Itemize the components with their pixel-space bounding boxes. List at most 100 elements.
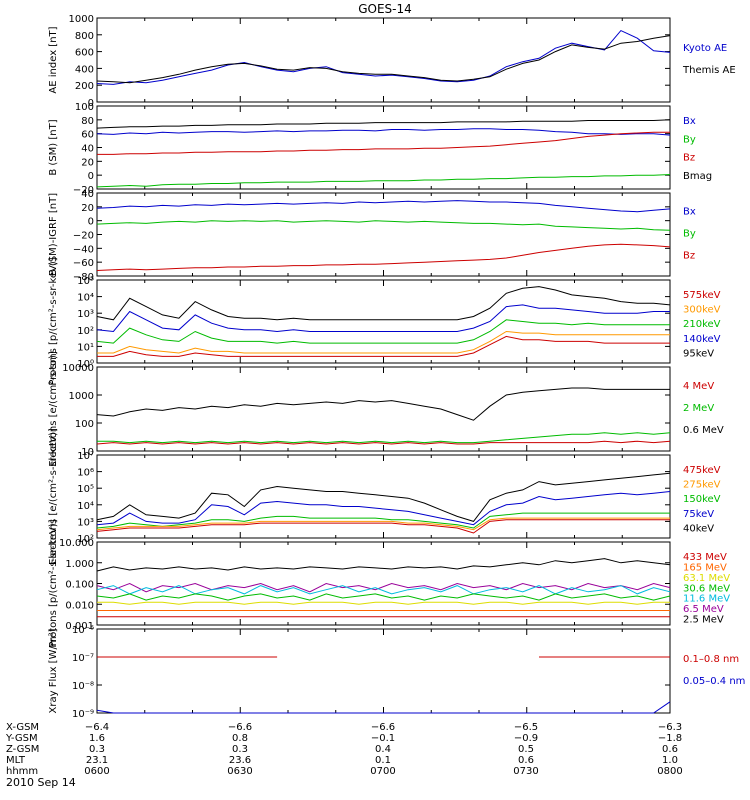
legend-entry: 0.05–0.4 nm xyxy=(683,676,745,687)
series-line-140kev xyxy=(96,304,670,333)
legend-entry: 150keV xyxy=(683,494,721,505)
y-tick-label: 10000 xyxy=(62,363,94,374)
series-line-75kev xyxy=(96,491,671,526)
orbit-value: 0730 xyxy=(513,766,538,777)
series-line-2-5-mev xyxy=(96,558,671,572)
y-tick-label: 10⁻⁷ xyxy=(72,653,94,664)
series-line-bz xyxy=(97,131,670,155)
panel-frame xyxy=(96,628,671,714)
y-tick-label: 1.000 xyxy=(65,559,94,570)
series-line-40kev xyxy=(96,472,671,522)
y-tick-label: −40 xyxy=(73,244,94,255)
legend-entry: 2 MeV xyxy=(683,403,714,414)
y-tick-label: 10 xyxy=(81,447,94,458)
series-line-275kev xyxy=(96,517,670,531)
series-line-bmag xyxy=(96,119,671,129)
series-line-0-05-0-4-nm xyxy=(96,701,671,714)
y-tick-label: −20 xyxy=(73,185,94,196)
legend-entry: 210keV xyxy=(683,319,721,330)
series-line-150kev xyxy=(96,512,670,529)
orbit-value: −6.4 xyxy=(85,722,109,733)
y-tick-label: 10⁶ xyxy=(77,468,94,479)
legend-entry: 275keV xyxy=(683,480,721,491)
y-tick-label: 600 xyxy=(75,48,94,59)
y-axis-label: Xray Flux [W/m²] xyxy=(48,628,59,713)
series-line-210kev xyxy=(96,319,670,344)
series-line-475kev xyxy=(96,519,670,534)
orbit-row-label: Y-GSM xyxy=(5,733,38,744)
legend-entry: 0.6 MeV xyxy=(683,425,724,436)
panel-frame xyxy=(96,366,671,452)
series-line-575kev xyxy=(97,335,670,357)
orbit-row-label: Z-GSM xyxy=(6,744,39,755)
orbit-value: −0.1 xyxy=(371,733,395,744)
orbit-value: −6.5 xyxy=(514,722,538,733)
y-tick-label: 10⁴ xyxy=(77,501,94,512)
y-tick-label: 0.100 xyxy=(65,580,94,591)
orbit-row-label: X-GSM xyxy=(6,722,39,733)
y-tick-label: 10⁵ xyxy=(77,484,94,495)
series-line-95kev xyxy=(96,286,671,321)
series-line-by xyxy=(96,174,671,188)
legend-entry: 6.5 MeV xyxy=(683,604,724,615)
series-line-0-6-mev xyxy=(96,387,670,421)
date-label: 2010 Sep 14 xyxy=(6,776,76,789)
orbit-table: X-GSM −6.4 −6.6 −6.6 −6.5 −6.3 Y-GSM 1.6 0.8 −0.1… xyxy=(5,722,683,777)
orbit-value: −6.6 xyxy=(228,722,252,733)
series-line-by xyxy=(96,220,671,231)
orbit-value: 23.6 xyxy=(229,755,251,766)
legend-entry: 75keV xyxy=(683,509,714,520)
y-tick-label: 80 xyxy=(81,116,94,127)
panel-frame xyxy=(96,17,671,103)
y-axis-label: Electrons [e/(cm²-s-sr-keV)] xyxy=(48,428,59,565)
y-tick-label: 10⁻⁹ xyxy=(72,709,94,720)
y-tick-label: 200 xyxy=(75,81,94,92)
orbit-value: 1.6 xyxy=(89,733,105,744)
orbit-value: 0800 xyxy=(657,766,682,777)
orbit-row-label: hhmm xyxy=(6,766,38,777)
y-tick-label: 10² xyxy=(77,534,94,545)
y-tick-label: 1000 xyxy=(69,391,94,402)
series-line-4-mev xyxy=(96,440,671,445)
orbit-value: 0700 xyxy=(370,766,395,777)
y-tick-label: 40 xyxy=(81,144,94,155)
legend-entry: 95keV xyxy=(683,348,714,359)
legend-entry: Bmag xyxy=(683,171,712,182)
y-tick-label: 60 xyxy=(81,130,94,141)
y-tick-label: 20 xyxy=(81,203,94,214)
orbit-value: −0.9 xyxy=(514,733,538,744)
orbit-value: 1.0 xyxy=(662,755,678,766)
y-tick-label: 10³ xyxy=(77,517,94,528)
y-tick-label: 10⁻⁸ xyxy=(72,681,94,692)
y-tick-label: 10⁻⁶ xyxy=(72,625,94,636)
y-tick-label: 0 xyxy=(88,217,94,228)
y-axis-label: B (SM) [nT] xyxy=(48,119,59,175)
y-tick-label: 40 xyxy=(81,189,94,200)
legend-entry: Kyoto AE xyxy=(683,43,727,54)
legend-entry: 30.6 MeV xyxy=(683,583,730,594)
legend-entry: 475keV xyxy=(683,465,721,476)
y-tick-label: 100 xyxy=(75,102,94,113)
orbit-value: 0630 xyxy=(227,766,252,777)
orbit-row-label: MLT xyxy=(6,755,26,766)
series-line-bz xyxy=(96,243,671,271)
series-line-bx xyxy=(96,200,671,213)
series-line-themis-ae xyxy=(96,35,671,84)
series-line-30-6-mev xyxy=(96,593,671,601)
y-tick-label: 1000 xyxy=(69,14,94,25)
legend-entry: 300keV xyxy=(683,305,721,316)
legend-entry: 40keV xyxy=(683,523,714,534)
panel-2: −20 0 20 40 60 80 100 B (SM) [nT] Bx By Bz Bmag xyxy=(48,102,712,196)
legend-entry: Bz xyxy=(683,153,695,164)
series-line-bx xyxy=(96,128,671,136)
series-line-300kev xyxy=(97,330,670,354)
legend-entry: 2.5 MeV xyxy=(683,615,724,626)
orbit-value: 0.4 xyxy=(375,744,391,755)
y-tick-label: 10⁷ xyxy=(77,451,94,462)
orbit-value: 0.3 xyxy=(232,744,248,755)
legend-entry: 11.6 MeV xyxy=(683,594,730,605)
series-line-11-6-mev xyxy=(96,585,671,595)
